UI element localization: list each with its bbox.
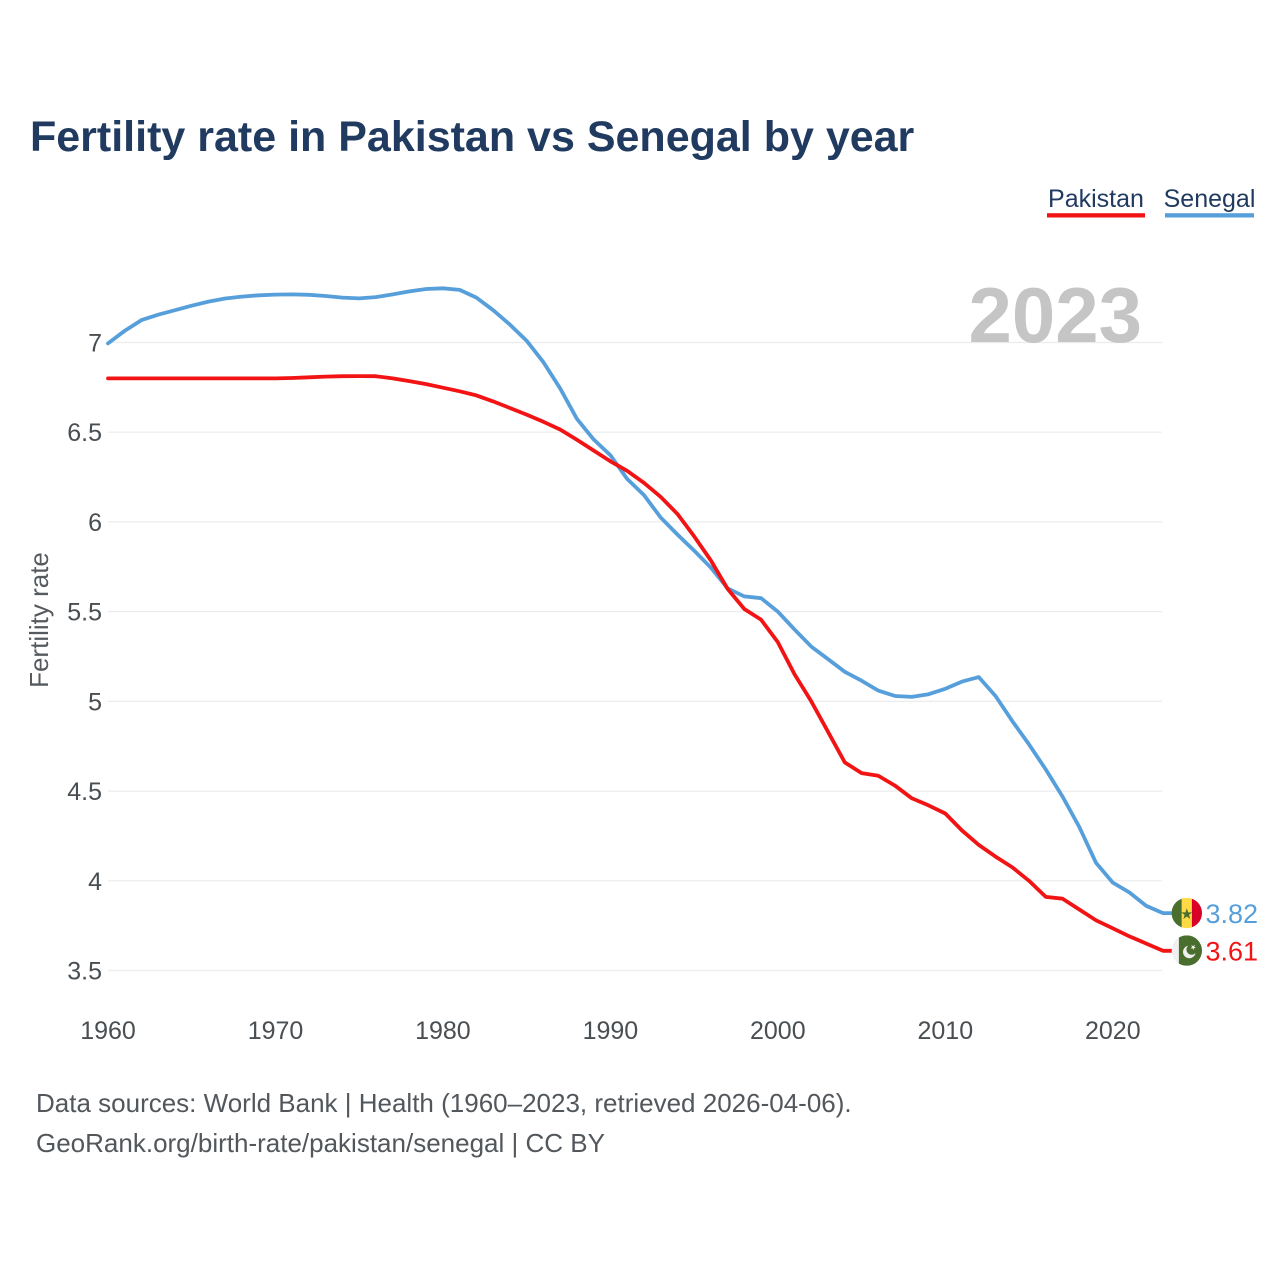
svg-text:5: 5 (88, 688, 102, 716)
svg-text:GeoRank.org/birth-rate/pakista: GeoRank.org/birth-rate/pakistan/senegal … (36, 1128, 605, 1158)
svg-text:1970: 1970 (248, 1017, 304, 1045)
svg-text:Data sources: World Bank | Hea: Data sources: World Bank | Health (1960–… (36, 1088, 852, 1118)
svg-text:6: 6 (88, 509, 102, 537)
svg-text:Fertility rate in Pakistan vs: Fertility rate in Pakistan vs Senegal by… (30, 113, 915, 161)
svg-text:4.5: 4.5 (67, 778, 102, 806)
svg-text:Senegal: Senegal (1164, 185, 1256, 213)
svg-text:6.5: 6.5 (67, 419, 102, 447)
svg-text:1960: 1960 (80, 1017, 136, 1045)
svg-text:3.61: 3.61 (1206, 936, 1259, 966)
svg-text:2020: 2020 (1085, 1017, 1141, 1045)
svg-text:2010: 2010 (917, 1017, 973, 1045)
svg-text:4: 4 (88, 868, 102, 896)
svg-text:3.82: 3.82 (1206, 899, 1259, 929)
svg-text:1990: 1990 (583, 1017, 639, 1045)
svg-text:Pakistan: Pakistan (1048, 185, 1144, 213)
svg-text:7: 7 (88, 330, 102, 358)
svg-text:3.5: 3.5 (67, 958, 102, 986)
svg-text:Fertility rate: Fertility rate (24, 552, 54, 688)
svg-text:1980: 1980 (415, 1017, 471, 1045)
svg-text:2023: 2023 (968, 271, 1142, 359)
svg-text:5.5: 5.5 (67, 599, 102, 627)
svg-text:2000: 2000 (750, 1017, 806, 1045)
